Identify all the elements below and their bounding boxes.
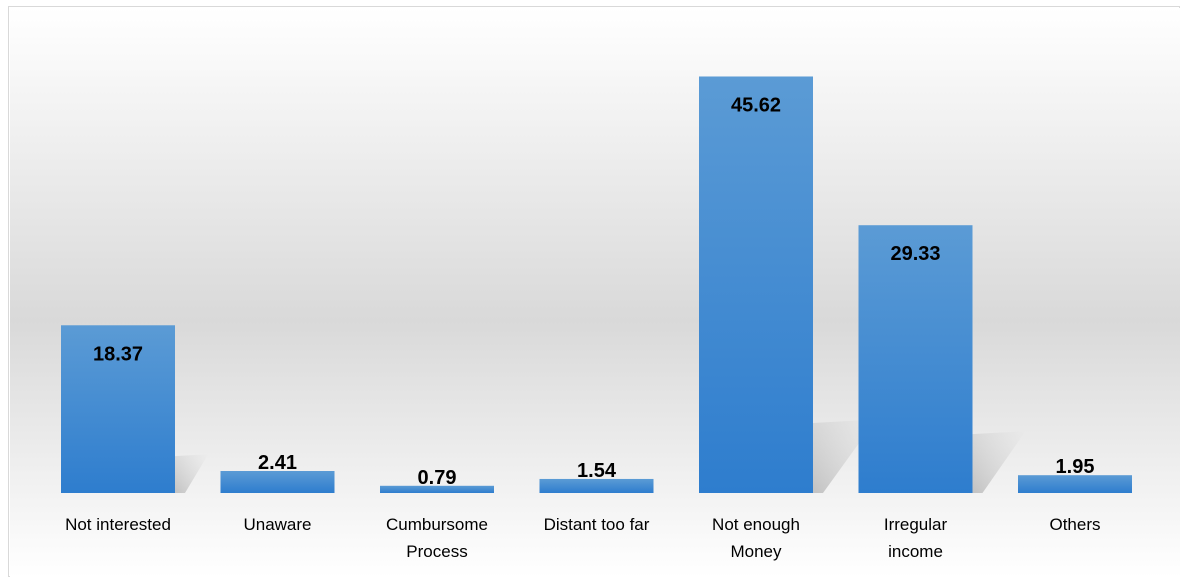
category-label-line: income <box>888 542 943 561</box>
data-label: 0.79 <box>418 467 457 489</box>
category-label: Others <box>1049 515 1100 534</box>
data-label: 1.95 <box>1056 456 1095 478</box>
bar-shadow <box>175 454 209 493</box>
bar <box>380 485 494 493</box>
chart-frame: 18.37 2.41 0.79 1.54 45.62 29.33 1.95 Not inte… <box>8 6 1180 577</box>
bar <box>539 478 654 493</box>
data-labels: 18.37 2.41 0.79 1.54 45.62 29.33 1.95 <box>93 94 1095 488</box>
bar <box>1018 475 1132 493</box>
category-label-line: Process <box>406 542 467 561</box>
category-label: Unaware <box>243 515 311 534</box>
category-label-line: Distant too far <box>544 515 650 534</box>
category-label: Not enough Money <box>712 515 800 561</box>
category-labels: Not interested Unaware Cumbursome Process Di… <box>65 515 1100 561</box>
bar <box>858 225 973 493</box>
category-label-line: Others <box>1049 515 1100 534</box>
data-label: 2.41 <box>258 452 297 474</box>
bar-chart: 18.37 2.41 0.79 1.54 45.62 29.33 1.95 Not inte… <box>10 8 1180 577</box>
bar <box>61 325 175 493</box>
category-label-line: Irregular <box>884 515 948 534</box>
category-label-line: Not interested <box>65 515 171 534</box>
category-label: Not interested <box>65 515 171 534</box>
data-label: 29.33 <box>890 243 940 265</box>
category-label: Cumbursome Process <box>386 515 488 561</box>
category-label-line: Not enough <box>712 515 800 534</box>
bars <box>61 76 1132 493</box>
bar-shadow <box>972 431 1026 493</box>
category-label-line: Cumbursome <box>386 515 488 534</box>
category-label: Distant too far <box>544 515 650 534</box>
category-label-line: Money <box>730 542 782 561</box>
data-label: 45.62 <box>731 94 781 116</box>
category-label-line: Unaware <box>243 515 311 534</box>
bar <box>699 76 813 493</box>
data-label: 1.54 <box>577 460 617 482</box>
category-label: Irregular income <box>884 515 948 561</box>
bar <box>220 470 335 493</box>
data-label: 18.37 <box>93 343 143 365</box>
